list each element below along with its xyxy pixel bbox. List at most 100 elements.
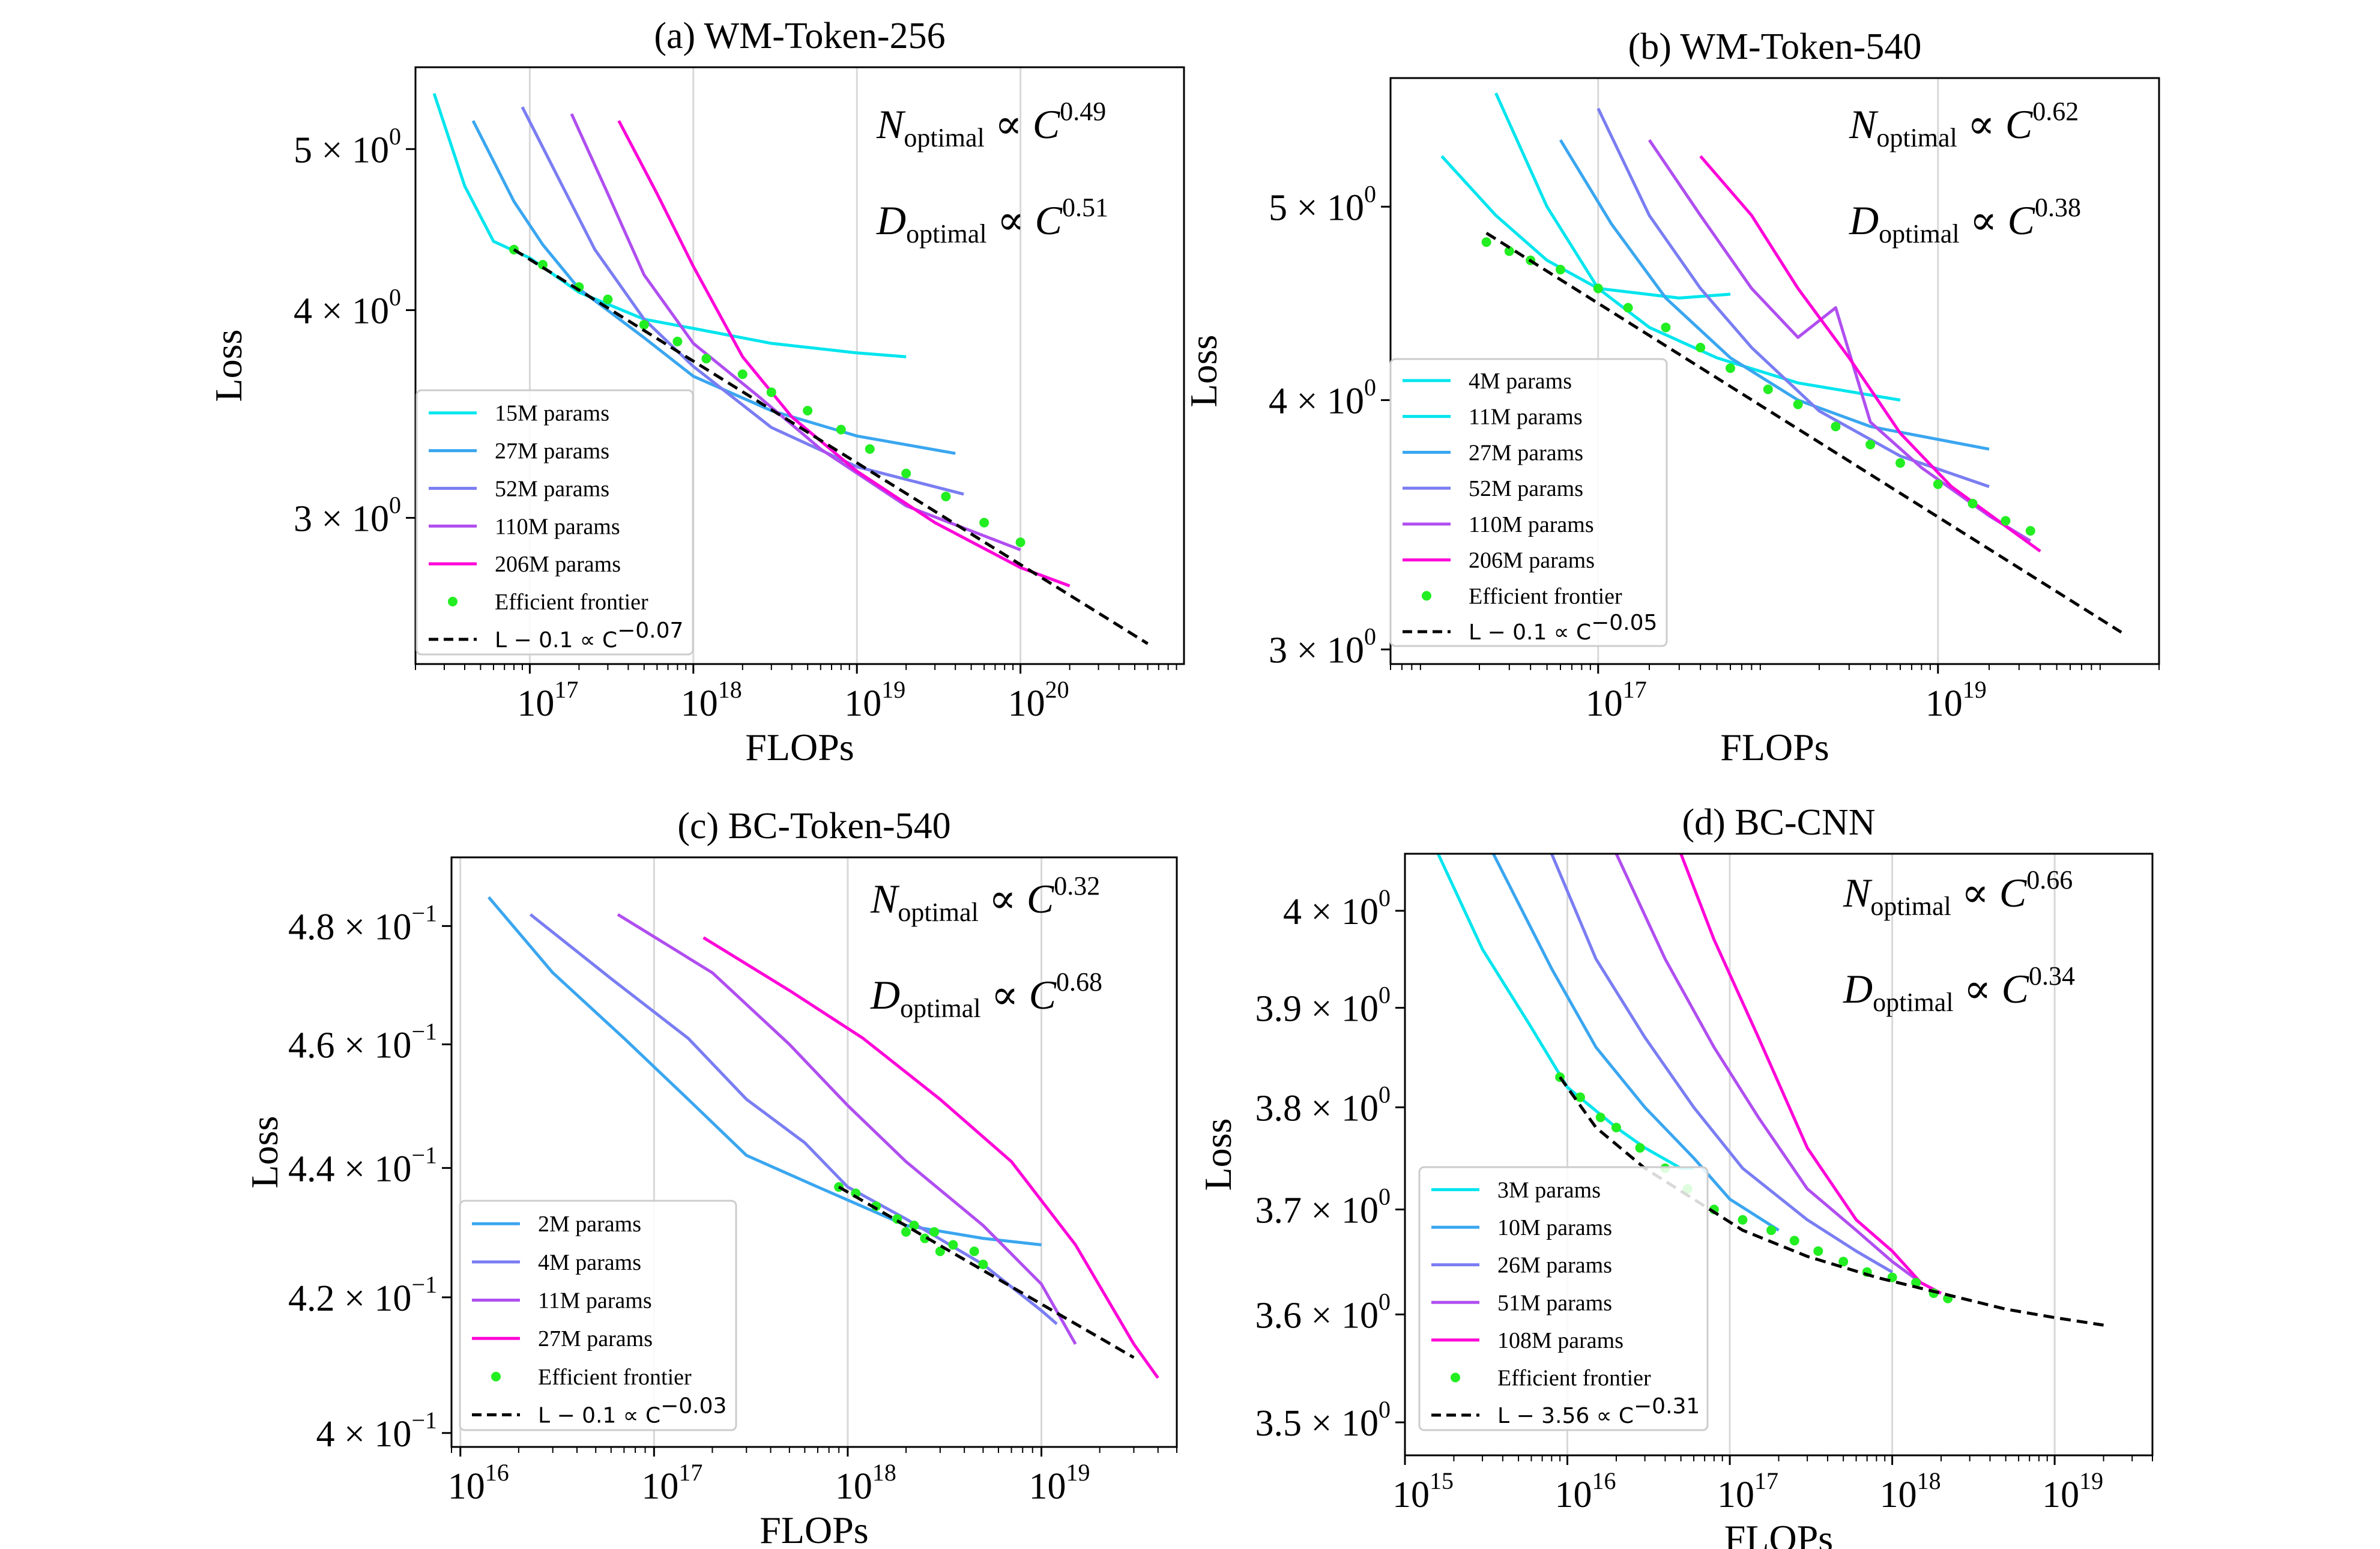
legend-label: 52M params: [1469, 476, 1583, 501]
legend-frontier-label: Efficient frontier: [495, 590, 648, 615]
x-axis-label: FLOPs: [1724, 1517, 1833, 1549]
frontier-point: [1696, 342, 1706, 352]
series-line-3: [617, 913, 1077, 1345]
series-line-2: [1491, 854, 1780, 1232]
legend-fit-label: L − 3.56 ∝ C−0.31: [1497, 1394, 1700, 1428]
series-line-1: [432, 92, 907, 358]
frontier-point: [803, 406, 813, 416]
frontier-point: [1738, 1215, 1748, 1225]
n-optimal-annotation: Noptimal ∝ C0.49: [876, 97, 1106, 152]
frontier-point: [537, 259, 548, 270]
panel-title: (d) BC-CNN: [1682, 802, 1875, 843]
frontier-point: [639, 319, 649, 330]
d-optimal-annotation: Doptimal ∝ C0.68: [870, 967, 1102, 1023]
frontier-point: [901, 1227, 911, 1237]
x-tick-label: 1016: [1555, 1467, 1616, 1515]
frontier-point: [1831, 421, 1841, 432]
frontier-point: [948, 1240, 958, 1250]
frontier-point: [701, 354, 711, 364]
frontier-point: [1793, 399, 1803, 409]
frontier-point: [1766, 1225, 1777, 1236]
legend-label: 108M params: [1497, 1328, 1623, 1353]
series-group: [1440, 92, 2122, 634]
panel-title: (a) WM-Token-256: [654, 16, 945, 56]
frontier-point: [969, 1246, 979, 1257]
d-optimal-annotation: Doptimal ∝ C0.51: [876, 193, 1108, 249]
legend-label: 2M params: [538, 1212, 641, 1237]
d-optimal-annotation: Doptimal ∝ C0.38: [1849, 193, 2081, 249]
legend-label: 206M params: [495, 552, 621, 577]
legend-frontier-label: Efficient frontier: [1469, 584, 1622, 609]
n-optimal-annotation: Noptimal ∝ C0.62: [1849, 97, 2079, 152]
series-line-6: [1699, 155, 2041, 553]
frontier-point: [737, 369, 748, 379]
x-tick-label: 1018: [835, 1459, 896, 1507]
fit-line: [838, 1185, 1135, 1359]
series-line-5: [1648, 139, 2032, 543]
y-tick-label: 4 × 10−1: [316, 1407, 437, 1455]
legend-label: 110M params: [1469, 512, 1594, 537]
frontier-point: [979, 518, 989, 528]
x-tick-label: 1017: [641, 1459, 702, 1507]
legend-label: 4M params: [538, 1250, 641, 1275]
y-tick-label: 4 × 100: [1283, 884, 1391, 932]
legend-label: 11M params: [1469, 405, 1583, 430]
legend-label: 4M params: [1469, 369, 1572, 394]
y-tick-label: 4 × 100: [1269, 373, 1376, 421]
y-tick-label: 5 × 100: [294, 122, 401, 171]
n-optimal-annotation: Noptimal ∝ C0.66: [1843, 865, 2073, 921]
series-group: [432, 92, 1149, 645]
frontier-point: [1635, 1143, 1645, 1153]
x-tick-label: 1017: [1717, 1467, 1778, 1515]
chart-panel-4: 1015 1016 1017 1018 1019 3.5 × 100 3.6 × 100 3.…: [1197, 802, 2154, 1549]
fit-line: [1485, 232, 2122, 634]
legend: 15M params 27M params 52M params 110M param…: [415, 389, 694, 656]
frontier-point: [909, 1221, 919, 1231]
y-tick-label: 4 × 100: [294, 284, 401, 332]
series-line-1: [1436, 854, 1694, 1170]
panel-title: (b) WM-Token-540: [1628, 26, 1922, 67]
frontier-point: [1838, 1257, 1849, 1267]
legend-label: 10M params: [1497, 1215, 1612, 1240]
legend: 4M params 11M params 27M params 52M params 1…: [1389, 358, 1668, 647]
legend-frame: [459, 1200, 737, 1431]
legend-fit-label: L − 0.1 ∝ C−0.03: [538, 1394, 726, 1428]
x-tick-label: 1018: [681, 676, 742, 724]
frontier-point: [2001, 516, 2011, 526]
legend-label: 3M params: [1497, 1178, 1601, 1203]
y-axis-label: Loss: [243, 1116, 286, 1189]
y-tick-label: 4.4 × 10−1: [288, 1141, 437, 1189]
x-tick-label: 1019: [2042, 1467, 2103, 1515]
series-line-4: [1614, 854, 1922, 1284]
frontier-point: [1015, 537, 1025, 548]
frontier-point: [1611, 1122, 1621, 1132]
y-tick-label: 4.8 × 10−1: [288, 899, 437, 947]
legend-frontier-marker: [491, 1371, 501, 1381]
axes-frame: [1404, 853, 2154, 1457]
frontier-point: [836, 424, 846, 435]
legend-label: 11M params: [538, 1288, 652, 1314]
frontier-point: [865, 444, 875, 454]
y-tick-label: 3 × 100: [1269, 623, 1376, 671]
series-line-1: [1440, 155, 1731, 300]
y-tick-label: 3.6 × 100: [1255, 1288, 1391, 1336]
series-line-2: [1494, 92, 1901, 402]
series-line-4: [1596, 107, 1990, 488]
legend-frame: [1389, 358, 1668, 647]
frontier-point: [929, 1227, 940, 1237]
x-axis-label: FLOPs: [1720, 726, 1829, 768]
frontier-point: [1661, 322, 1671, 333]
legend-label: 27M params: [1469, 440, 1583, 465]
x-tick-label: 1015: [1392, 1467, 1454, 1515]
legend-frontier-label: Efficient frontier: [1497, 1365, 1651, 1390]
fit-line: [513, 248, 1149, 645]
y-axis-label: Loss: [1197, 1119, 1239, 1191]
legend-frame: [415, 389, 694, 656]
legend: 2M params 4M params 11M params 27M params Ef…: [459, 1200, 737, 1431]
legend-frontier-marker: [1451, 1372, 1460, 1383]
frontier-point: [901, 468, 911, 479]
x-axis-label: FLOPs: [745, 726, 854, 768]
series-line-2: [471, 119, 956, 455]
legend-label: 206M params: [1469, 548, 1595, 573]
series-group: [487, 896, 1159, 1379]
